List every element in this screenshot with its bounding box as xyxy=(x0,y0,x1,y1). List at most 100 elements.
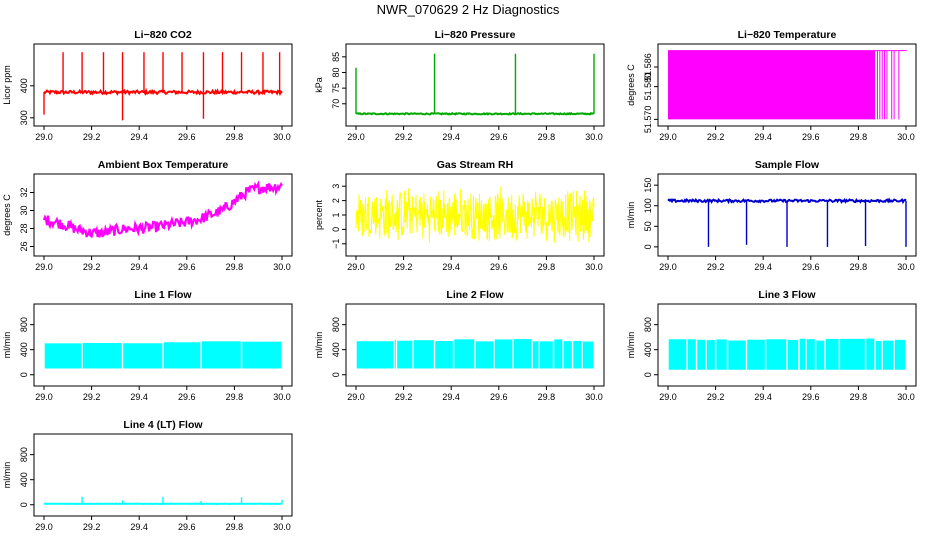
y-tick-label: 0 xyxy=(331,372,341,377)
series-block xyxy=(539,341,553,369)
figure-title: NWR_070629 2 Hz Diagnostics xyxy=(376,2,560,17)
chart-panel-4: Ambient Box Temperature degrees C 29.0 29.2… xyxy=(2,159,293,272)
y-tick-label: 30 xyxy=(19,205,29,215)
x-tick-label: 29.8 xyxy=(226,392,244,402)
y-tick-label: 70 xyxy=(331,99,341,109)
y-tick-label: 100 xyxy=(643,198,653,213)
series-block xyxy=(454,339,475,369)
x-tick-label: 29.2 xyxy=(395,392,413,402)
x-tick-label: 29.8 xyxy=(850,392,868,402)
x-tick-label: 29.2 xyxy=(707,132,725,142)
y-tick-label: −1 xyxy=(331,239,341,249)
series-block xyxy=(475,341,494,369)
chart-title: Gas Stream RH xyxy=(437,159,513,171)
y-tick-label: 400 xyxy=(19,78,29,93)
series-block xyxy=(123,343,163,369)
chart-title: Line 2 Flow xyxy=(446,289,504,301)
x-tick-label: 29.8 xyxy=(226,262,244,272)
y-axis-label: kPa xyxy=(314,77,324,93)
series-block xyxy=(435,341,453,369)
chart-panel-9: Line 3 Flow ml/min 29.0 29.2 29.4 29.6 29.8 30.… xyxy=(626,289,917,402)
y-tick-label: 0 xyxy=(19,372,29,377)
x-tick-label: 29.0 xyxy=(347,262,365,272)
data-series xyxy=(355,53,595,116)
plot-frame xyxy=(345,43,605,127)
series-band xyxy=(355,186,595,243)
x-tick-label: 29.0 xyxy=(659,262,677,272)
x-tick-label: 30.0 xyxy=(585,392,603,402)
x-tick-label: 29.4 xyxy=(130,262,148,272)
plot-frame xyxy=(33,43,293,127)
x-tick-label: 29.2 xyxy=(83,132,101,142)
y-tick-label: 32 xyxy=(19,187,29,197)
x-tick-label: 29.4 xyxy=(442,132,460,142)
data-series xyxy=(44,341,282,369)
x-tick-label: 30.0 xyxy=(273,262,291,272)
chart-title: Line 3 Flow xyxy=(758,289,816,301)
series-block xyxy=(687,339,696,370)
data-series xyxy=(667,197,907,247)
series-block xyxy=(766,339,787,370)
y-tick-label: 400 xyxy=(331,342,341,357)
y-tick-label: 1 xyxy=(331,212,341,217)
x-tick-label: 29.2 xyxy=(395,262,413,272)
series-block xyxy=(840,338,865,370)
series-block xyxy=(242,341,282,369)
series-block xyxy=(44,343,82,369)
x-tick-label: 29.6 xyxy=(802,132,820,142)
y-tick-label: 0 xyxy=(19,502,29,507)
series-block xyxy=(816,340,825,370)
y-tick-label: 51.586 xyxy=(643,53,653,81)
x-tick-label: 29.4 xyxy=(442,392,460,402)
y-tick-label: 800 xyxy=(331,317,341,332)
x-tick-label: 29.6 xyxy=(802,392,820,402)
series-block xyxy=(532,341,539,369)
x-tick-label: 29.0 xyxy=(347,132,365,142)
x-tick-label: 29.8 xyxy=(850,262,868,272)
series-block xyxy=(697,339,706,370)
x-tick-label: 29.2 xyxy=(83,262,101,272)
y-axis-label: ml/min xyxy=(2,462,12,489)
x-tick-label: 29.0 xyxy=(659,132,677,142)
y-tick-label: 85 xyxy=(331,52,341,62)
series-block xyxy=(747,339,765,370)
y-tick-label: 51.570 xyxy=(643,106,653,134)
plot-frame xyxy=(657,303,917,387)
data-series xyxy=(668,338,906,370)
x-tick-label: 29.8 xyxy=(226,132,244,142)
y-tick-label: 50 xyxy=(643,221,653,231)
x-tick-label: 29.4 xyxy=(754,262,772,272)
series-block xyxy=(494,339,513,369)
y-axis-label: ml/min xyxy=(314,332,324,359)
chart-title: Ambient Box Temperature xyxy=(98,159,229,171)
x-tick-label: 29.0 xyxy=(35,262,53,272)
y-axis-label: ml/min xyxy=(626,332,636,359)
y-tick-label: 400 xyxy=(19,472,29,487)
series-block xyxy=(554,339,563,369)
chart-panel-7: Line 1 Flow ml/min 29.0 29.2 29.4 29.6 29.8 30.… xyxy=(2,289,293,402)
series-block xyxy=(894,339,906,370)
y-tick-label: 28 xyxy=(19,223,29,233)
series-line xyxy=(355,111,594,116)
series-block xyxy=(563,341,572,369)
data-series xyxy=(356,339,594,369)
y-axis-label: percent xyxy=(314,199,324,230)
series-block xyxy=(668,339,687,370)
chart-panel-8: Line 2 Flow ml/min 29.0 29.2 29.4 29.6 29.8 30.… xyxy=(314,289,605,402)
series-block xyxy=(728,340,746,370)
y-tick-label: 75 xyxy=(331,83,341,93)
x-tick-label: 30.0 xyxy=(897,262,915,272)
x-tick-label: 29.4 xyxy=(130,132,148,142)
x-tick-label: 29.2 xyxy=(395,132,413,142)
x-tick-label: 29.0 xyxy=(35,132,53,142)
chart-title: Li−820 Temperature xyxy=(738,29,837,41)
chart-panel-10: Line 4 (LT) Flow ml/min 29.0 29.2 29.4 29.6 29… xyxy=(2,419,293,532)
x-tick-label: 29.6 xyxy=(490,262,508,272)
x-tick-label: 30.0 xyxy=(897,392,915,402)
series-block xyxy=(394,339,396,369)
x-tick-label: 29.8 xyxy=(226,522,244,532)
chart-title: Line 4 (LT) Flow xyxy=(123,419,203,431)
series-block xyxy=(201,341,241,369)
x-tick-label: 29.4 xyxy=(754,132,772,142)
